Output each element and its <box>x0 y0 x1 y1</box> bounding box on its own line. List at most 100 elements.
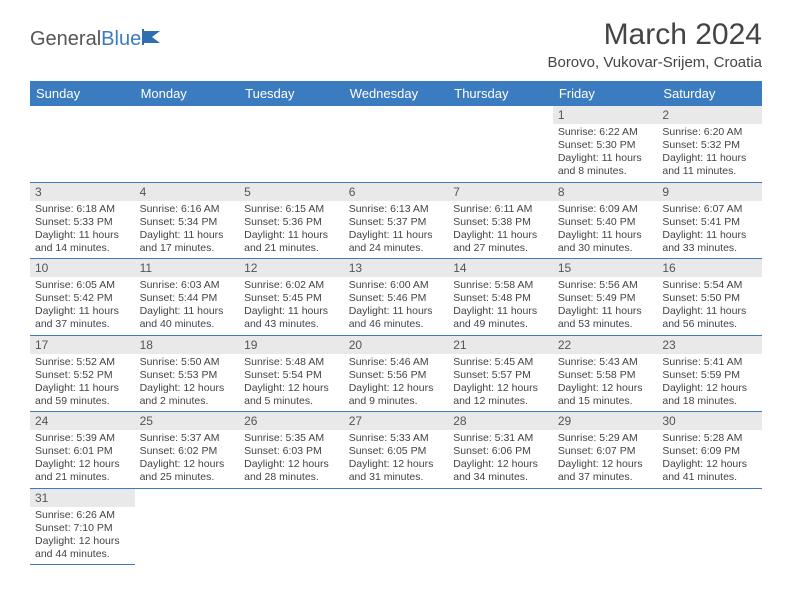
weekday-header-row: SundayMondayTuesdayWednesdayThursdayFrid… <box>30 81 762 106</box>
day-number: 20 <box>344 336 449 354</box>
weekday-header: Wednesday <box>344 81 449 106</box>
calendar-cell <box>344 106 449 182</box>
day-info: Sunrise: 6:26 AMSunset: 7:10 PMDaylight:… <box>30 507 135 565</box>
calendar-cell <box>553 488 658 565</box>
calendar-row: 1Sunrise: 6:22 AMSunset: 5:30 PMDaylight… <box>30 106 762 182</box>
day-number: 7 <box>448 183 553 201</box>
day-number: 26 <box>239 412 344 430</box>
calendar-cell: 11Sunrise: 6:03 AMSunset: 5:44 PMDayligh… <box>135 259 240 336</box>
calendar-cell <box>239 488 344 565</box>
calendar-cell: 20Sunrise: 5:46 AMSunset: 5:56 PMDayligh… <box>344 335 449 412</box>
calendar-cell: 19Sunrise: 5:48 AMSunset: 5:54 PMDayligh… <box>239 335 344 412</box>
calendar-cell: 23Sunrise: 5:41 AMSunset: 5:59 PMDayligh… <box>657 335 762 412</box>
calendar-cell <box>448 106 553 182</box>
calendar-row: 10Sunrise: 6:05 AMSunset: 5:42 PMDayligh… <box>30 259 762 336</box>
page-title: March 2024 <box>547 18 762 52</box>
day-info: Sunrise: 6:18 AMSunset: 5:33 PMDaylight:… <box>30 201 135 259</box>
title-block: March 2024 Borovo, Vukovar-Srijem, Croat… <box>547 18 762 71</box>
calendar-cell: 2Sunrise: 6:20 AMSunset: 5:32 PMDaylight… <box>657 106 762 182</box>
day-info: Sunrise: 6:05 AMSunset: 5:42 PMDaylight:… <box>30 277 135 335</box>
day-info: Sunrise: 6:15 AMSunset: 5:36 PMDaylight:… <box>239 201 344 259</box>
day-info: Sunrise: 5:33 AMSunset: 6:05 PMDaylight:… <box>344 430 449 488</box>
day-number: 16 <box>657 259 762 277</box>
day-number: 30 <box>657 412 762 430</box>
day-number: 28 <box>448 412 553 430</box>
header: GeneralBlue March 2024 Borovo, Vukovar-S… <box>30 18 762 71</box>
day-number: 23 <box>657 336 762 354</box>
calendar-cell: 28Sunrise: 5:31 AMSunset: 6:06 PMDayligh… <box>448 412 553 489</box>
calendar-cell <box>135 106 240 182</box>
calendar-cell <box>135 488 240 565</box>
location-text: Borovo, Vukovar-Srijem, Croatia <box>547 54 762 71</box>
day-info: Sunrise: 6:13 AMSunset: 5:37 PMDaylight:… <box>344 201 449 259</box>
day-info: Sunrise: 5:45 AMSunset: 5:57 PMDaylight:… <box>448 354 553 412</box>
calendar-table: SundayMondayTuesdayWednesdayThursdayFrid… <box>30 81 762 565</box>
day-info: Sunrise: 5:29 AMSunset: 6:07 PMDaylight:… <box>553 430 658 488</box>
day-info: Sunrise: 5:56 AMSunset: 5:49 PMDaylight:… <box>553 277 658 335</box>
day-number: 15 <box>553 259 658 277</box>
calendar-cell: 26Sunrise: 5:35 AMSunset: 6:03 PMDayligh… <box>239 412 344 489</box>
day-info: Sunrise: 5:46 AMSunset: 5:56 PMDaylight:… <box>344 354 449 412</box>
day-info: Sunrise: 6:03 AMSunset: 5:44 PMDaylight:… <box>135 277 240 335</box>
calendar-body: 1Sunrise: 6:22 AMSunset: 5:30 PMDaylight… <box>30 106 762 565</box>
day-number: 24 <box>30 412 135 430</box>
brand-part2: Blue <box>101 28 141 51</box>
day-info: Sunrise: 5:31 AMSunset: 6:06 PMDaylight:… <box>448 430 553 488</box>
day-number: 5 <box>239 183 344 201</box>
calendar-cell <box>657 488 762 565</box>
day-info: Sunrise: 5:28 AMSunset: 6:09 PMDaylight:… <box>657 430 762 488</box>
calendar-cell: 13Sunrise: 6:00 AMSunset: 5:46 PMDayligh… <box>344 259 449 336</box>
day-info: Sunrise: 5:37 AMSunset: 6:02 PMDaylight:… <box>135 430 240 488</box>
calendar-cell: 9Sunrise: 6:07 AMSunset: 5:41 PMDaylight… <box>657 182 762 259</box>
calendar-cell: 22Sunrise: 5:43 AMSunset: 5:58 PMDayligh… <box>553 335 658 412</box>
calendar-cell: 21Sunrise: 5:45 AMSunset: 5:57 PMDayligh… <box>448 335 553 412</box>
calendar-cell <box>239 106 344 182</box>
day-number: 6 <box>344 183 449 201</box>
calendar-row: 17Sunrise: 5:52 AMSunset: 5:52 PMDayligh… <box>30 335 762 412</box>
calendar-cell: 17Sunrise: 5:52 AMSunset: 5:52 PMDayligh… <box>30 335 135 412</box>
weekday-header: Saturday <box>657 81 762 106</box>
day-number: 9 <box>657 183 762 201</box>
weekday-header: Friday <box>553 81 658 106</box>
calendar-cell: 15Sunrise: 5:56 AMSunset: 5:49 PMDayligh… <box>553 259 658 336</box>
day-info: Sunrise: 5:41 AMSunset: 5:59 PMDaylight:… <box>657 354 762 412</box>
weekday-header: Monday <box>135 81 240 106</box>
calendar-cell <box>344 488 449 565</box>
calendar-cell: 14Sunrise: 5:58 AMSunset: 5:48 PMDayligh… <box>448 259 553 336</box>
calendar-cell: 7Sunrise: 6:11 AMSunset: 5:38 PMDaylight… <box>448 182 553 259</box>
day-info: Sunrise: 5:52 AMSunset: 5:52 PMDaylight:… <box>30 354 135 412</box>
day-number: 21 <box>448 336 553 354</box>
weekday-header: Sunday <box>30 81 135 106</box>
day-info: Sunrise: 6:09 AMSunset: 5:40 PMDaylight:… <box>553 201 658 259</box>
day-info: Sunrise: 6:07 AMSunset: 5:41 PMDaylight:… <box>657 201 762 259</box>
calendar-cell: 12Sunrise: 6:02 AMSunset: 5:45 PMDayligh… <box>239 259 344 336</box>
day-info: Sunrise: 5:43 AMSunset: 5:58 PMDaylight:… <box>553 354 658 412</box>
day-number: 2 <box>657 106 762 124</box>
day-number: 31 <box>30 489 135 507</box>
weekday-header: Tuesday <box>239 81 344 106</box>
calendar-cell: 24Sunrise: 5:39 AMSunset: 6:01 PMDayligh… <box>30 412 135 489</box>
calendar-row: 31Sunrise: 6:26 AMSunset: 7:10 PMDayligh… <box>30 488 762 565</box>
day-info: Sunrise: 5:50 AMSunset: 5:53 PMDaylight:… <box>135 354 240 412</box>
day-info: Sunrise: 6:16 AMSunset: 5:34 PMDaylight:… <box>135 201 240 259</box>
brand-part1: General <box>30 28 101 51</box>
day-number: 3 <box>30 183 135 201</box>
calendar-cell: 5Sunrise: 6:15 AMSunset: 5:36 PMDaylight… <box>239 182 344 259</box>
day-number: 18 <box>135 336 240 354</box>
day-info: Sunrise: 6:00 AMSunset: 5:46 PMDaylight:… <box>344 277 449 335</box>
calendar-cell: 30Sunrise: 5:28 AMSunset: 6:09 PMDayligh… <box>657 412 762 489</box>
calendar-page: GeneralBlue March 2024 Borovo, Vukovar-S… <box>0 0 792 575</box>
day-info: Sunrise: 5:39 AMSunset: 6:01 PMDaylight:… <box>30 430 135 488</box>
day-info: Sunrise: 5:48 AMSunset: 5:54 PMDaylight:… <box>239 354 344 412</box>
day-number: 19 <box>239 336 344 354</box>
calendar-cell: 27Sunrise: 5:33 AMSunset: 6:05 PMDayligh… <box>344 412 449 489</box>
calendar-cell: 4Sunrise: 6:16 AMSunset: 5:34 PMDaylight… <box>135 182 240 259</box>
day-number: 25 <box>135 412 240 430</box>
calendar-cell: 1Sunrise: 6:22 AMSunset: 5:30 PMDaylight… <box>553 106 658 182</box>
day-info: Sunrise: 6:11 AMSunset: 5:38 PMDaylight:… <box>448 201 553 259</box>
calendar-cell: 6Sunrise: 6:13 AMSunset: 5:37 PMDaylight… <box>344 182 449 259</box>
day-number: 29 <box>553 412 658 430</box>
calendar-cell: 25Sunrise: 5:37 AMSunset: 6:02 PMDayligh… <box>135 412 240 489</box>
calendar-cell: 18Sunrise: 5:50 AMSunset: 5:53 PMDayligh… <box>135 335 240 412</box>
day-number: 27 <box>344 412 449 430</box>
